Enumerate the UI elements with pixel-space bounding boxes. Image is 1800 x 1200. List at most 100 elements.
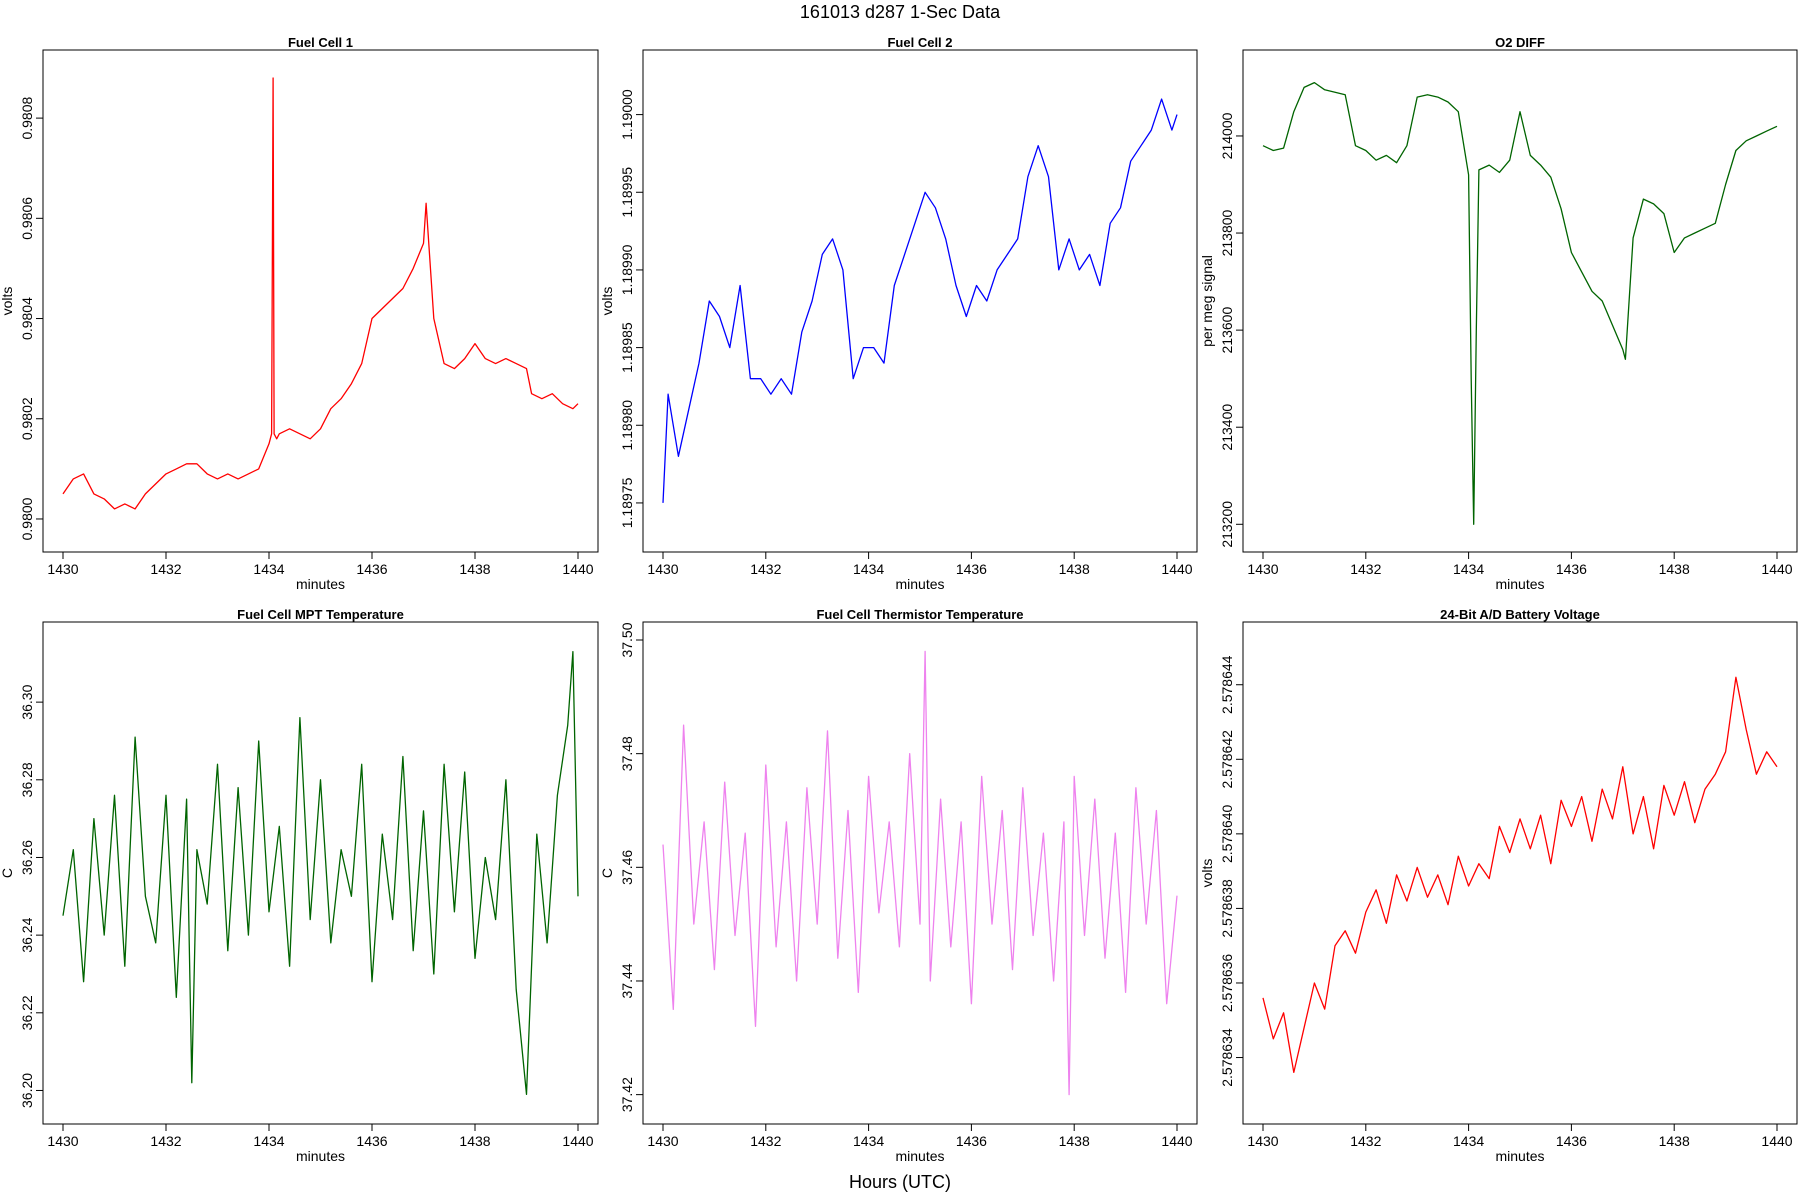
x-tick-label: 1434 xyxy=(253,561,284,577)
x-tick-label: 1436 xyxy=(1556,561,1587,577)
x-tick-label: 1436 xyxy=(356,1133,387,1149)
x-tick-label: 1430 xyxy=(647,561,678,577)
x-tick-label: 1440 xyxy=(562,1133,593,1149)
y-tick-label: 37.44 xyxy=(619,963,635,998)
x-tick-label: 1432 xyxy=(150,1133,181,1149)
panel-title: 24-Bit A/D Battery Voltage xyxy=(1440,607,1600,622)
y-tick-label: 0.9808 xyxy=(19,96,35,139)
x-tick-label: 1438 xyxy=(1659,561,1690,577)
panel-title: Fuel Cell 1 xyxy=(288,35,353,50)
y-tick-label: 213800 xyxy=(1219,209,1235,256)
panel-title: Fuel Cell Thermistor Temperature xyxy=(816,607,1023,622)
x-tick-label: 1434 xyxy=(853,1133,884,1149)
y-tick-label: 213600 xyxy=(1219,307,1235,354)
y-tick-label: 37.46 xyxy=(619,850,635,885)
y-tick-label: 1.18975 xyxy=(619,477,635,528)
panel-o2-diff: O2 DIFF 1430 1432 1434 1436 1438 1440 minutes 21… xyxy=(1199,35,1798,592)
panel-title: O2 DIFF xyxy=(1495,35,1545,50)
y-tick-label: 36.30 xyxy=(19,684,35,719)
x-tick-label: 1438 xyxy=(1059,1133,1090,1149)
y-tick-label: 37.48 xyxy=(619,736,635,771)
y-tick-label: 1.18995 xyxy=(619,167,635,218)
series-line xyxy=(662,650,1178,1096)
y-tick-label: 2.578640 xyxy=(1219,804,1235,863)
plot-frame xyxy=(1242,621,1798,1125)
x-tick-label: 1438 xyxy=(459,1133,490,1149)
y-tick-label: 2.578644 xyxy=(1219,655,1235,714)
y-tick-label: 2.578636 xyxy=(1219,954,1235,1013)
plot-frame xyxy=(42,49,599,553)
x-tick-label: 1438 xyxy=(1059,561,1090,577)
plot-frame xyxy=(42,621,599,1125)
x-tick-label: 1436 xyxy=(356,561,387,577)
y-tick-label: 1.18980 xyxy=(619,400,635,451)
y-axis-label: volts xyxy=(599,287,615,316)
panel-title: Fuel Cell 2 xyxy=(887,35,952,50)
x-tick-label: 1430 xyxy=(1247,561,1278,577)
y-tick-label: 1.18985 xyxy=(619,322,635,373)
x-axis-label: minutes xyxy=(296,1148,345,1164)
x-tick-label: 1438 xyxy=(1659,1133,1690,1149)
y-tick-label: 36.20 xyxy=(19,1073,35,1108)
panel-24-bit-a-d-battery-voltage: 24-Bit A/D Battery Voltage 1430 1432 1434 14… xyxy=(1199,607,1798,1164)
x-tick-label: 1434 xyxy=(1453,561,1484,577)
y-tick-label: 0.9804 xyxy=(19,297,35,340)
x-tick-label: 1430 xyxy=(47,1133,78,1149)
y-tick-label: 1.18990 xyxy=(619,244,635,295)
plot-frame xyxy=(642,49,1198,553)
y-tick-label: 2.578638 xyxy=(1219,879,1235,938)
x-axis-label: minutes xyxy=(895,576,944,592)
y-tick-label: 1.19000 xyxy=(619,89,635,140)
series-line xyxy=(62,77,579,510)
y-tick-label: 0.9802 xyxy=(19,397,35,440)
figure-xlabel: Hours (UTC) xyxy=(849,1172,951,1192)
series-line xyxy=(1262,81,1778,525)
x-axis-label: minutes xyxy=(1495,576,1544,592)
y-tick-label: 36.22 xyxy=(19,995,35,1030)
plot-frame xyxy=(642,621,1198,1125)
panel-fuel-cell-1: Fuel Cell 1 1430 1432 1434 1436 1438 1440 minut… xyxy=(0,35,599,592)
series-line xyxy=(662,98,1178,503)
y-tick-label: 36.28 xyxy=(19,762,35,797)
x-tick-label: 1436 xyxy=(956,561,987,577)
x-tick-label: 1436 xyxy=(1556,1133,1587,1149)
x-tick-label: 1440 xyxy=(1161,1133,1192,1149)
x-tick-label: 1430 xyxy=(1247,1133,1278,1149)
x-tick-label: 1434 xyxy=(253,1133,284,1149)
x-tick-label: 1436 xyxy=(956,1133,987,1149)
x-tick-label: 1432 xyxy=(750,561,781,577)
y-tick-label: 213400 xyxy=(1219,404,1235,451)
plot-frame xyxy=(1242,49,1798,553)
x-tick-label: 1434 xyxy=(853,561,884,577)
x-tick-label: 1432 xyxy=(750,1133,781,1149)
x-tick-label: 1430 xyxy=(47,561,78,577)
y-axis-label: volts xyxy=(0,287,15,316)
x-tick-label: 1432 xyxy=(150,561,181,577)
x-tick-label: 1440 xyxy=(1761,1133,1792,1149)
y-axis-label: volts xyxy=(1199,859,1215,888)
x-tick-label: 1440 xyxy=(1761,561,1792,577)
x-tick-label: 1432 xyxy=(1350,1133,1381,1149)
panel-fuel-cell-mpt-temperature: Fuel Cell MPT Temperature 1430 1432 1434 143… xyxy=(0,607,599,1164)
x-tick-label: 1434 xyxy=(1453,1133,1484,1149)
panel-fuel-cell-thermistor-temperature: Fuel Cell Thermistor Temperature 1430 1432… xyxy=(599,607,1198,1164)
x-tick-label: 1438 xyxy=(459,561,490,577)
x-tick-label: 1440 xyxy=(1161,561,1192,577)
y-tick-label: 37.42 xyxy=(619,1077,635,1112)
series-line xyxy=(1262,676,1778,1074)
x-tick-label: 1432 xyxy=(1350,561,1381,577)
series-line xyxy=(62,651,579,1095)
x-tick-label: 1440 xyxy=(562,561,593,577)
y-axis-label: per meg signal xyxy=(1199,255,1215,347)
y-tick-label: 213200 xyxy=(1219,501,1235,548)
figure-title: 161013 d287 1-Sec Data xyxy=(800,2,1001,22)
y-tick-label: 2.578642 xyxy=(1219,730,1235,789)
y-axis-label: C xyxy=(599,868,615,878)
x-tick-label: 1430 xyxy=(647,1133,678,1149)
y-tick-label: 36.26 xyxy=(19,840,35,875)
y-tick-label: 214000 xyxy=(1219,112,1235,159)
y-tick-label: 0.9800 xyxy=(19,497,35,540)
y-tick-label: 37.50 xyxy=(619,622,635,657)
y-tick-label: 0.9806 xyxy=(19,197,35,240)
